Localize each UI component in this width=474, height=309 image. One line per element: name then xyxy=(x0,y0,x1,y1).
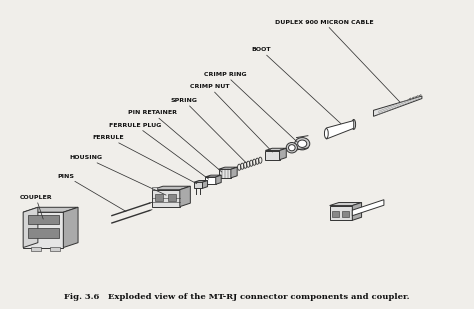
Polygon shape xyxy=(23,207,38,248)
Text: CRIMP NUT: CRIMP NUT xyxy=(190,84,273,152)
Bar xyxy=(332,211,339,217)
Text: Fig. 3.6   Exploded view of the MT-RJ connector components and coupler.: Fig. 3.6 Exploded view of the MT-RJ conn… xyxy=(64,293,410,301)
Polygon shape xyxy=(23,207,78,212)
Ellipse shape xyxy=(352,120,356,129)
Text: FERRULE PLUG: FERRULE PLUG xyxy=(109,123,209,179)
Bar xyxy=(155,194,163,201)
Ellipse shape xyxy=(298,140,307,147)
Polygon shape xyxy=(352,200,384,216)
Polygon shape xyxy=(153,187,157,190)
Polygon shape xyxy=(265,150,280,160)
Polygon shape xyxy=(265,148,286,150)
Polygon shape xyxy=(280,148,286,160)
Polygon shape xyxy=(219,169,231,178)
Text: SPRING: SPRING xyxy=(171,98,246,163)
Polygon shape xyxy=(374,96,422,116)
Polygon shape xyxy=(64,207,78,248)
Text: HOUSING: HOUSING xyxy=(69,155,166,195)
Polygon shape xyxy=(231,167,237,178)
Text: PINS: PINS xyxy=(57,174,126,211)
Polygon shape xyxy=(23,212,64,248)
Text: BOOT: BOOT xyxy=(251,47,341,124)
Text: FERRULE: FERRULE xyxy=(93,135,197,184)
Bar xyxy=(28,228,59,238)
Bar xyxy=(50,247,60,251)
Polygon shape xyxy=(352,202,362,220)
Polygon shape xyxy=(219,167,237,169)
Ellipse shape xyxy=(325,129,328,138)
Ellipse shape xyxy=(286,142,298,153)
Ellipse shape xyxy=(295,138,310,150)
Ellipse shape xyxy=(289,145,295,151)
Text: PIN RETAINER: PIN RETAINER xyxy=(128,111,222,172)
Polygon shape xyxy=(329,205,352,220)
Bar xyxy=(28,215,59,224)
Polygon shape xyxy=(194,180,208,182)
Text: DUPLEX 900 MICRON CABLE: DUPLEX 900 MICRON CABLE xyxy=(275,20,400,102)
Polygon shape xyxy=(326,121,354,139)
Polygon shape xyxy=(180,186,191,207)
Bar xyxy=(31,247,41,251)
Polygon shape xyxy=(153,190,180,207)
Polygon shape xyxy=(329,202,362,205)
Text: COUPLER: COUPLER xyxy=(19,195,52,219)
Polygon shape xyxy=(202,180,208,188)
Text: CRIMP RING: CRIMP RING xyxy=(204,72,298,142)
Polygon shape xyxy=(205,175,221,177)
Bar xyxy=(168,194,176,201)
Polygon shape xyxy=(194,182,202,188)
Polygon shape xyxy=(216,175,221,184)
Bar xyxy=(342,211,348,217)
Polygon shape xyxy=(153,186,191,190)
Polygon shape xyxy=(205,177,216,184)
